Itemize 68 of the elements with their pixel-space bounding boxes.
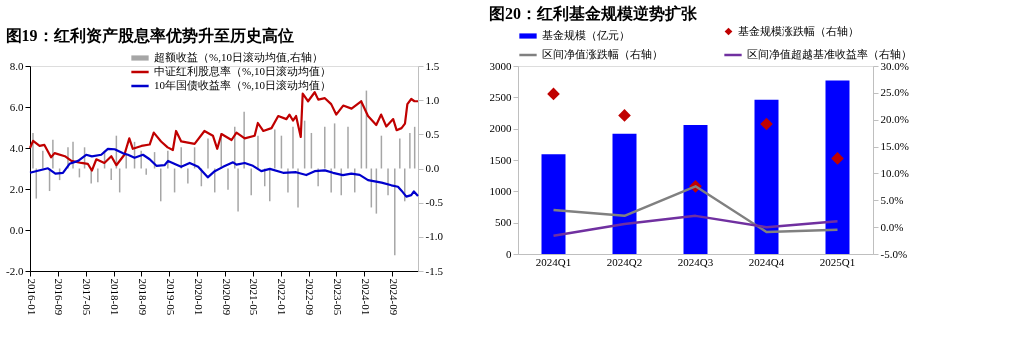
x-tick-label: 2024Q2 — [606, 255, 643, 268]
point — [831, 152, 844, 165]
legend-label: 基金规模涨跌幅（右轴） — [738, 24, 859, 37]
x-tick-label: 2024-09 — [387, 278, 400, 316]
x-tick-label: 2022-09 — [304, 278, 317, 316]
x-tick-label: 2020-09 — [220, 278, 233, 316]
bar — [612, 133, 637, 254]
x-tick-label: 2022-01 — [276, 278, 289, 316]
x-tick-label: 2018-01 — [109, 278, 122, 316]
y-tick-label: 4.0 — [9, 141, 24, 154]
y2-tick-label: 0.0 — [425, 162, 440, 174]
y2-tick-label: 15.0% — [880, 140, 909, 153]
x-tick-label: 2017-05 — [81, 278, 94, 316]
y2-tick-label: 30.0% — [880, 59, 909, 72]
y2-tick-label: 10.0% — [880, 166, 909, 179]
x-tick-label: 2018-09 — [136, 278, 149, 316]
y2-tick-label: -1.0 — [425, 230, 444, 243]
x-tick-label: 2025Q1 — [819, 255, 856, 268]
y2-tick-label: -0.5 — [425, 196, 444, 209]
x-tick-label: 2023-05 — [331, 278, 344, 316]
point — [760, 117, 773, 131]
y-tick-label: 8.0 — [9, 59, 24, 72]
y-tick-label: 500 — [495, 216, 512, 229]
bar — [825, 80, 850, 254]
x-tick-label: 2019-05 — [164, 278, 177, 316]
y-tick-label: 0 — [506, 247, 512, 260]
point — [547, 87, 560, 101]
y2-tick-label: -1.5 — [425, 264, 444, 277]
y2-tick-label: 20.0% — [880, 113, 909, 126]
y-tick-label: 2.0 — [9, 182, 24, 195]
legend-label: 中证红利股息率（%,10日滚动均值） — [154, 65, 331, 77]
x-tick-label: 2024Q4 — [748, 255, 785, 268]
y-tick-label: 2500 — [489, 90, 512, 103]
legend-label: 区间净值超越基准收益率（右轴） — [747, 48, 912, 60]
chart-title: 图19：红利资产股息率优势升至历史高位 — [5, 26, 294, 44]
chart-title: 图20：红利基金规模逆势扩张 — [489, 5, 698, 22]
x-tick-label: 2024-01 — [359, 278, 372, 316]
y2-tick-label: 25.0% — [880, 86, 909, 99]
line-series — [28, 91, 420, 172]
line-series — [552, 214, 839, 237]
line-series — [28, 147, 420, 198]
y2-tick-label: 1.5 — [425, 59, 440, 72]
legend-label: 区间净值涨跌幅（右轴） — [542, 48, 663, 60]
point — [618, 109, 631, 122]
y-tick-label: 3000 — [489, 59, 512, 72]
y-tick-label: -2.0 — [6, 264, 24, 277]
x-tick-label: 2020-01 — [192, 278, 205, 316]
bar — [541, 154, 566, 254]
y-tick-label: 1500 — [489, 153, 512, 166]
legend-label: 超额收益（%,10日滚动均值,右轴） — [154, 51, 323, 63]
y2-tick-label: -5.0% — [880, 247, 908, 260]
x-tick-label: 2021-05 — [248, 278, 261, 316]
x-tick-label: 2016-01 — [25, 278, 38, 316]
y-tick-label: 1000 — [489, 184, 512, 197]
legend-label: 10年国债收益率（%,10日滚动均值） — [154, 79, 331, 91]
x-tick-label: 2024Q1 — [535, 255, 572, 268]
y2-tick-label: 5.0% — [880, 193, 904, 206]
y-tick-label: 2000 — [489, 122, 512, 135]
y-tick-label: 0.0 — [9, 223, 24, 236]
y2-tick-label: 0.0% — [880, 220, 904, 233]
y-tick-label: 6.0 — [9, 100, 24, 113]
bar — [683, 124, 708, 254]
x-tick-label: 2024Q3 — [677, 255, 714, 268]
x-tick-label: 2016-09 — [53, 278, 66, 316]
y2-tick-label: 0.5 — [425, 127, 440, 140]
y2-tick-label: 1.0 — [425, 93, 440, 106]
legend-label: 基金规模（亿元） — [542, 29, 630, 41]
bar — [754, 99, 779, 254]
